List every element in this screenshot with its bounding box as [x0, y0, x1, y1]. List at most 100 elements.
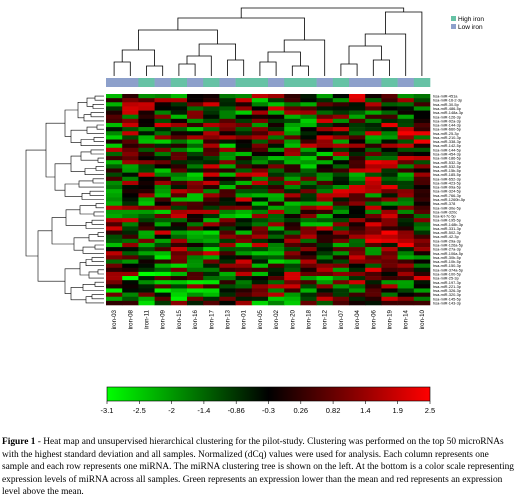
heatmap-cell: [316, 193, 334, 198]
heatmap-cell: [268, 280, 285, 285]
heatmap-cell: [251, 172, 269, 178]
heatmap-cell: [154, 238, 172, 244]
heatmap-cell: [122, 276, 139, 281]
group-bar-cell: [349, 78, 366, 87]
heatmap-cell: [268, 218, 285, 223]
figure-label: Figure 1: [2, 437, 36, 447]
heatmap-cell: [381, 94, 398, 99]
heatmap-cell: [413, 267, 431, 273]
row-label: hsa-miR-150-3p: [433, 263, 461, 268]
heatmap-cell: [106, 151, 123, 157]
row-label: hsa-miR-331-3p: [433, 226, 461, 231]
heatmap-cell: [219, 255, 236, 260]
heatmap-cell: [365, 201, 382, 207]
heatmap-cell: [365, 127, 382, 132]
heatmap-cell: [122, 143, 139, 149]
heatmap-cell: [235, 218, 253, 223]
heatmap-cell: [397, 296, 415, 302]
heatmap-cell: [332, 296, 350, 302]
heatmap-cell: [154, 147, 172, 153]
heatmap-cell: [154, 131, 172, 136]
heatmap-cell: [219, 201, 236, 207]
heatmap-cell: [332, 102, 350, 107]
dendrogram-branch: [86, 97, 95, 107]
heatmap-cell: [106, 209, 123, 215]
heatmap-cell: [332, 135, 350, 140]
heatmap-cell: [268, 296, 285, 302]
heatmap-cell: [300, 147, 317, 153]
heatmap-cell: [284, 131, 301, 136]
heatmap-cell: [365, 172, 382, 178]
heatmap-cell: [349, 238, 366, 244]
heatmap-cell: [251, 259, 269, 264]
heatmap-cell: [284, 251, 301, 256]
heatmap-cell: [106, 271, 123, 277]
heatmap-cell: [365, 139, 382, 144]
heatmap-cell: [251, 160, 269, 165]
heatmap-cell: [284, 172, 301, 178]
heatmap-cell: [381, 193, 398, 198]
heatmap-cell: [187, 102, 204, 107]
heatmap-cell: [106, 143, 123, 149]
heatmap-cell: [413, 98, 431, 103]
group-bar-cell: [251, 78, 269, 87]
heatmap-cell: [154, 114, 172, 120]
heatmap-cell: [284, 110, 301, 115]
heatmap-cell: [203, 189, 220, 194]
row-label: hsa-miR-320c: [433, 209, 457, 214]
heatmap-cell: [203, 222, 220, 227]
dendrogram-branch: [51, 217, 74, 245]
heatmap-cell: [235, 147, 253, 153]
heatmap-cell: [397, 135, 415, 140]
heatmap-cell: [300, 176, 317, 182]
dendrogram-branch: [73, 237, 89, 251]
heatmap-cell: [154, 259, 172, 264]
heatmap-cell: [154, 209, 172, 215]
heatmap-cell: [219, 209, 236, 215]
heatmap-cell: [170, 122, 188, 128]
heatmap-cell: [300, 247, 317, 252]
heatmap-cell: [413, 114, 431, 120]
heatmap-cell: [381, 209, 398, 215]
row-label: hsa-miR-15b-5p: [433, 168, 461, 173]
dendrogram-branch: [96, 124, 104, 130]
column-label: iron-17: [208, 309, 215, 329]
heatmap-cell: [219, 230, 236, 235]
heatmap-cell: [203, 234, 220, 240]
heatmap-cell: [251, 205, 269, 211]
group-bar-cell: [365, 78, 382, 87]
heatmap-cell: [316, 242, 334, 248]
heatmap-cell: [316, 176, 334, 182]
heatmap-cell: [170, 218, 188, 223]
heatmap-cell: [381, 201, 398, 207]
heatmap-cell: [300, 131, 317, 136]
dendrogram-branch: [85, 259, 104, 266]
heatmap-cell: [413, 222, 431, 227]
heatmap-cell: [316, 118, 334, 124]
heatmap-cell: [170, 201, 188, 207]
heatmap-cell: [187, 131, 204, 136]
dendrogram-branch: [88, 271, 104, 279]
heatmap-cell: [219, 102, 236, 107]
row-label: hsa-miR-1260b-5p: [433, 197, 465, 202]
heatmap-cell: [365, 118, 382, 124]
heatmap-cell: [235, 118, 253, 124]
heatmap-cell: [187, 176, 204, 182]
heatmap-cell: [219, 300, 236, 306]
heatmap-cell: [154, 234, 172, 240]
heatmap-cell: [316, 259, 334, 264]
dendrogram-branch: [283, 39, 326, 76]
dendrogram-branch: [121, 49, 155, 66]
row-label: hsa-miR-10b-5p: [433, 259, 461, 264]
heatmap-cell: [203, 164, 220, 169]
heatmap-cell: [413, 135, 431, 140]
heatmap-cell: [268, 147, 285, 153]
heatmap-cell: [106, 139, 123, 144]
heatmap-cell: [365, 271, 382, 277]
heatmap-cell: [170, 209, 188, 215]
heatmap-cell: [203, 122, 220, 128]
heatmap-cell: [106, 156, 123, 161]
heatmap-cell: [413, 284, 431, 289]
column-label: iron-02: [273, 309, 280, 329]
heatmap-cell: [138, 201, 155, 207]
